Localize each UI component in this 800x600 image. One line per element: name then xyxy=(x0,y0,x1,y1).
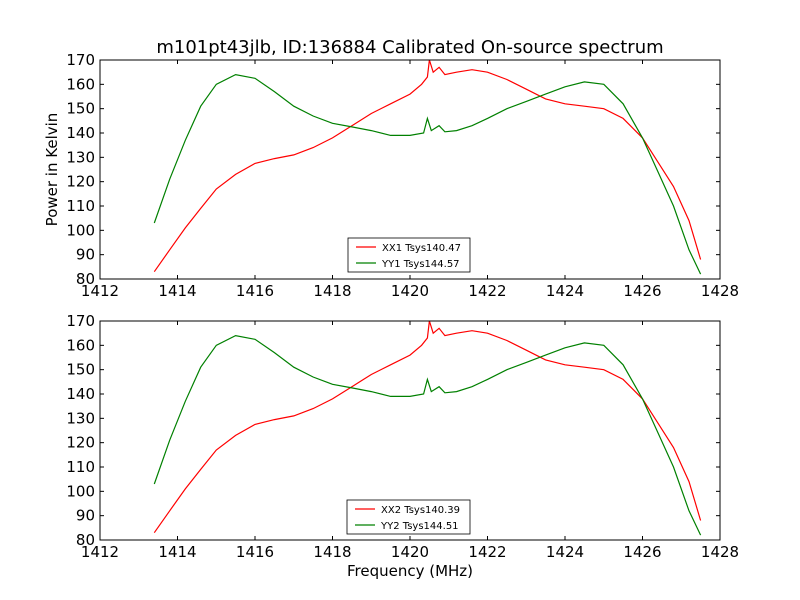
y-tick-label: 110 xyxy=(66,197,95,215)
legend-entry: YY2 Tsys144.51 xyxy=(380,521,459,532)
x-tick-label: 1420 xyxy=(391,543,429,561)
x-tick-label: 1420 xyxy=(391,282,429,300)
x-tick-label: 1424 xyxy=(546,282,584,300)
legend-entry: XX2 Tsys140.39 xyxy=(381,505,460,516)
y-tick-label: 90 xyxy=(76,507,95,525)
figure-title: m101pt43jlb, ID:136884 Calibrated On-sou… xyxy=(156,37,663,58)
legend-entry: YY1 Tsys144.57 xyxy=(381,259,460,270)
x-tick-label: 1428 xyxy=(701,282,739,300)
series-line-2-2 xyxy=(153,334,702,536)
x-tick-label: 1412 xyxy=(81,543,119,561)
x-tick-label: 1418 xyxy=(313,543,351,561)
x-tick-label: 1414 xyxy=(158,543,196,561)
x-tick-label: 1428 xyxy=(701,543,739,561)
x-tick-label: 1416 xyxy=(236,282,274,300)
y-tick-label: 140 xyxy=(66,124,95,142)
y-tick-label: 170 xyxy=(66,51,95,69)
y-tick-label: 80 xyxy=(76,531,95,549)
y-tick-label: 80 xyxy=(76,270,95,288)
top-subplot: 1412 1414 1416 1418 1420 1422 1424 1426 1428 80 90… xyxy=(43,51,739,300)
y-tick-label: 140 xyxy=(66,385,95,403)
y-tick-label: 160 xyxy=(66,336,95,354)
x-tick-label: 1416 xyxy=(236,543,274,561)
legend: XX1 Tsys140.47 YY1 Tsys144.57 xyxy=(347,237,471,273)
x-tick-label: 1422 xyxy=(468,282,506,300)
y-tick-label: 120 xyxy=(66,434,95,452)
legend-box xyxy=(346,499,471,535)
legend-entry: XX1 Tsys140.47 xyxy=(382,243,461,254)
bottom-subplot: 1412 1414 1416 1418 1420 1422 1424 1426 1428 80 90… xyxy=(66,312,739,580)
x-tick-label: 1426 xyxy=(623,282,661,300)
y-tick-label: 170 xyxy=(66,312,95,330)
y-tick-label: 150 xyxy=(66,100,95,118)
x-tick-label: 1426 xyxy=(623,543,661,561)
legend: XX2 Tsys140.39 YY2 Tsys144.51 xyxy=(346,499,471,535)
y-tick-label: 110 xyxy=(66,458,95,476)
x-axis-label: Frequency (MHz) xyxy=(347,562,473,580)
x-tick-label: 1412 xyxy=(81,282,119,300)
y-tick-label: 130 xyxy=(66,148,95,166)
series-line-1-1 xyxy=(153,59,702,273)
y-tick-label: 130 xyxy=(66,409,95,427)
x-tick-label: 1424 xyxy=(546,543,584,561)
y-tick-label: 150 xyxy=(66,361,95,379)
x-tick-label: 1414 xyxy=(158,282,196,300)
y-axis-label: Power in Kelvin xyxy=(43,113,61,227)
legend-box xyxy=(347,237,471,273)
y-tick-label: 100 xyxy=(66,221,95,239)
y-tick-label: 90 xyxy=(76,246,95,264)
series-line-1-2 xyxy=(153,73,702,275)
x-tick-label: 1422 xyxy=(468,543,506,561)
y-tick-label: 160 xyxy=(66,75,95,93)
series-line-2-1 xyxy=(153,320,702,534)
x-tick-label: 1418 xyxy=(313,282,351,300)
y-tick-label: 100 xyxy=(66,482,95,500)
y-tick-label: 120 xyxy=(66,173,95,191)
